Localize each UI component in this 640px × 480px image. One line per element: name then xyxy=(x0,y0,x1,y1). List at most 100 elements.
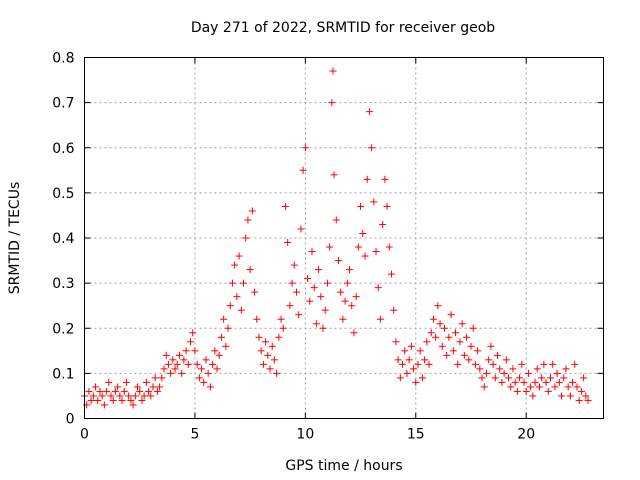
data-point xyxy=(339,315,347,323)
data-point xyxy=(383,202,391,210)
data-point xyxy=(385,243,393,251)
data-point xyxy=(573,383,581,391)
data-point xyxy=(301,144,309,152)
y-tick-label: 0 xyxy=(66,412,75,428)
data-point xyxy=(399,360,407,368)
data-point xyxy=(582,392,590,400)
data-point xyxy=(569,378,577,386)
data-point xyxy=(326,243,334,251)
data-point xyxy=(147,392,155,400)
data-point xyxy=(293,288,301,296)
data-point xyxy=(304,275,312,283)
data-point xyxy=(478,374,486,382)
y-tick-label: 0.4 xyxy=(52,231,74,247)
data-point xyxy=(175,351,183,359)
data-point xyxy=(485,356,493,364)
data-point xyxy=(440,324,448,332)
data-point xyxy=(558,392,566,400)
data-point xyxy=(502,356,510,364)
data-point xyxy=(330,171,338,179)
data-point xyxy=(403,369,411,377)
data-point xyxy=(445,333,453,341)
data-point xyxy=(323,279,331,287)
data-point xyxy=(308,248,316,256)
data-point xyxy=(266,365,274,373)
x-tick-label: 10 xyxy=(296,427,314,443)
x-tick-label: 0 xyxy=(80,427,89,443)
grid xyxy=(84,57,604,419)
data-point xyxy=(189,329,197,337)
data-point xyxy=(259,360,267,368)
data-point xyxy=(299,166,307,174)
data-point xyxy=(111,387,119,395)
data-point xyxy=(343,279,351,287)
data-point xyxy=(551,383,559,391)
data-point xyxy=(237,306,245,314)
data-point xyxy=(184,360,192,368)
y-tick-label: 0.1 xyxy=(52,366,74,382)
data-point xyxy=(92,383,100,391)
data-point xyxy=(149,383,157,391)
data-point xyxy=(401,347,409,355)
data-point xyxy=(516,374,524,382)
data-point xyxy=(277,315,285,323)
data-point xyxy=(432,333,440,341)
data-point xyxy=(332,216,340,224)
data-point xyxy=(100,401,108,409)
data-point xyxy=(248,207,256,215)
data-point xyxy=(264,351,272,359)
data-point xyxy=(122,378,130,386)
data-point xyxy=(518,360,526,368)
data-point xyxy=(270,356,278,364)
data-point xyxy=(246,266,254,274)
data-point xyxy=(471,360,479,368)
data-point xyxy=(213,365,221,373)
data-point xyxy=(465,356,473,364)
data-point xyxy=(321,306,329,314)
data-point xyxy=(538,374,546,382)
data-point xyxy=(546,374,554,382)
data-point xyxy=(288,279,296,287)
data-point xyxy=(217,333,225,341)
data-point xyxy=(374,284,382,292)
data-point xyxy=(390,306,398,314)
data-point xyxy=(96,387,104,395)
data-point xyxy=(489,360,497,368)
data-point xyxy=(94,396,102,404)
data-point xyxy=(262,338,270,346)
data-point xyxy=(151,374,159,382)
data-point xyxy=(350,329,358,337)
data-point xyxy=(405,356,413,364)
data-point xyxy=(443,351,451,359)
data-point xyxy=(346,266,354,274)
data-point xyxy=(361,252,369,260)
data-point xyxy=(544,387,552,395)
data-point xyxy=(164,360,172,368)
data-point xyxy=(187,338,195,346)
data-point xyxy=(178,369,186,377)
data-point xyxy=(242,234,250,242)
x-tick-label: 5 xyxy=(190,427,199,443)
data-point xyxy=(222,342,230,350)
data-point xyxy=(114,383,122,391)
data-point xyxy=(136,387,144,395)
data-point xyxy=(109,396,117,404)
data-point xyxy=(193,360,201,368)
data-point xyxy=(160,365,168,373)
data-point xyxy=(414,360,422,368)
y-tick-label: 0.3 xyxy=(52,276,74,292)
data-point xyxy=(427,329,435,337)
data-point xyxy=(500,369,508,377)
data-point xyxy=(103,387,111,395)
data-point xyxy=(268,342,276,350)
data-point xyxy=(191,347,199,355)
data-point xyxy=(529,392,537,400)
data-point xyxy=(476,365,484,373)
data-point xyxy=(370,198,378,206)
data-point xyxy=(89,392,97,400)
data-point xyxy=(359,229,367,237)
data-point xyxy=(447,311,455,319)
data-point xyxy=(531,378,539,386)
data-point xyxy=(491,374,499,382)
data-points xyxy=(81,67,592,409)
